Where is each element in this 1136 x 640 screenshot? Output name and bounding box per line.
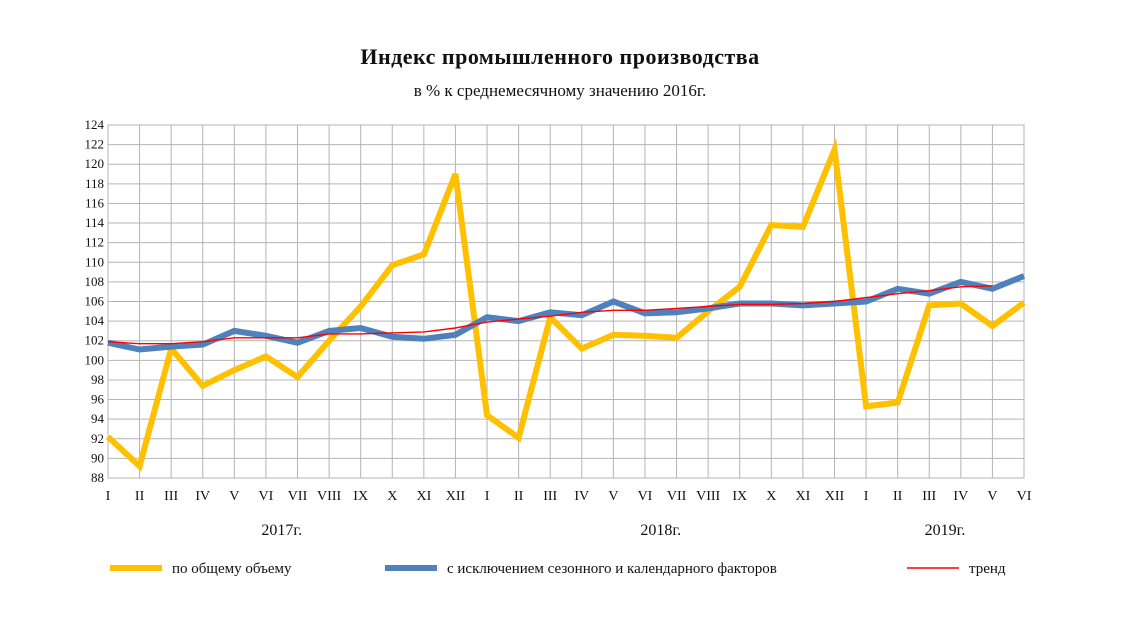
y-tick-label: 98 — [91, 372, 104, 387]
y-tick-label: 124 — [85, 117, 105, 132]
x-tick-label: III — [922, 489, 936, 504]
x-tick-label: X — [766, 489, 776, 504]
y-tick-label: 88 — [91, 470, 104, 485]
year-label: 2017г. — [261, 522, 302, 539]
x-tick-label: XII — [825, 489, 845, 504]
x-tick-label: IV — [574, 489, 589, 504]
year-label: 2019г. — [925, 522, 966, 539]
x-tick-label: IX — [353, 489, 368, 504]
x-tick-label: I — [864, 489, 869, 504]
x-tick-label: V — [608, 489, 618, 504]
x-tick-label: X — [387, 489, 397, 504]
x-tick-label: XI — [796, 489, 811, 504]
x-tick-label: VIII — [696, 489, 720, 504]
x-tick-label: II — [135, 489, 145, 504]
x-tick-label: VII — [288, 489, 308, 504]
legend: по общему объему с исключением сезонного … — [110, 561, 1006, 577]
y-tick-label: 102 — [85, 333, 105, 348]
x-tick-label: II — [514, 489, 524, 504]
x-tick-label: I — [485, 489, 490, 504]
y-tick-label: 118 — [85, 176, 104, 191]
y-tick-label: 122 — [85, 137, 105, 152]
y-tick-label: 104 — [85, 313, 105, 328]
x-tick-label: VI — [638, 489, 653, 504]
grid — [107, 124, 1025, 479]
y-tick-label: 110 — [85, 254, 104, 269]
x-tick-label: IV — [195, 489, 210, 504]
y-tick-label: 90 — [91, 450, 104, 465]
y-tick-label: 96 — [91, 392, 105, 407]
series-line-1 — [105, 137, 1026, 472]
legend-label-3: тренд — [969, 561, 1006, 577]
y-tick-label: 100 — [85, 352, 105, 367]
x-tick-label: V — [987, 489, 997, 504]
legend-label-1: по общему объему — [172, 561, 292, 577]
y-tick-label: 108 — [85, 274, 105, 289]
x-axis: I II III IV V VI VII VIII IX X XI XII I II III IV V VI VII… — [106, 489, 1032, 539]
y-tick-label: 106 — [85, 294, 105, 309]
chart-subtitle: в % к среднемесячному значению 2016г. — [414, 81, 707, 100]
y-tick-label: 116 — [85, 195, 105, 210]
year-label: 2018г. — [640, 522, 681, 539]
y-tick-label: 94 — [91, 411, 105, 426]
x-tick-label: I — [106, 489, 111, 504]
x-tick-label: VIII — [317, 489, 341, 504]
series-line-3 — [107, 285, 993, 345]
y-axis: 88 90 92 94 96 98 100 102 104 106 108 110 112 114 116 1… — [85, 117, 105, 485]
chart-title: Индекс промышленного производства — [360, 44, 759, 69]
legend-label-2: с исключением сезонного и календарного ф… — [447, 561, 777, 577]
y-tick-label: 112 — [85, 235, 104, 250]
x-tick-label: V — [229, 489, 239, 504]
x-tick-label: IX — [732, 489, 747, 504]
series-layer — [105, 137, 1026, 472]
x-tick-label: III — [543, 489, 557, 504]
x-tick-label: XII — [446, 489, 466, 504]
y-tick-label: 114 — [85, 215, 105, 230]
x-tick-label: IV — [953, 489, 968, 504]
y-tick-label: 92 — [91, 431, 104, 446]
x-tick-label: VI — [1017, 489, 1032, 504]
x-tick-label: III — [164, 489, 178, 504]
x-tick-label: II — [893, 489, 903, 504]
x-tick-label: VII — [667, 489, 687, 504]
x-tick-label: XI — [416, 489, 431, 504]
y-tick-label: 120 — [85, 156, 105, 171]
x-tick-label: VI — [259, 489, 274, 504]
